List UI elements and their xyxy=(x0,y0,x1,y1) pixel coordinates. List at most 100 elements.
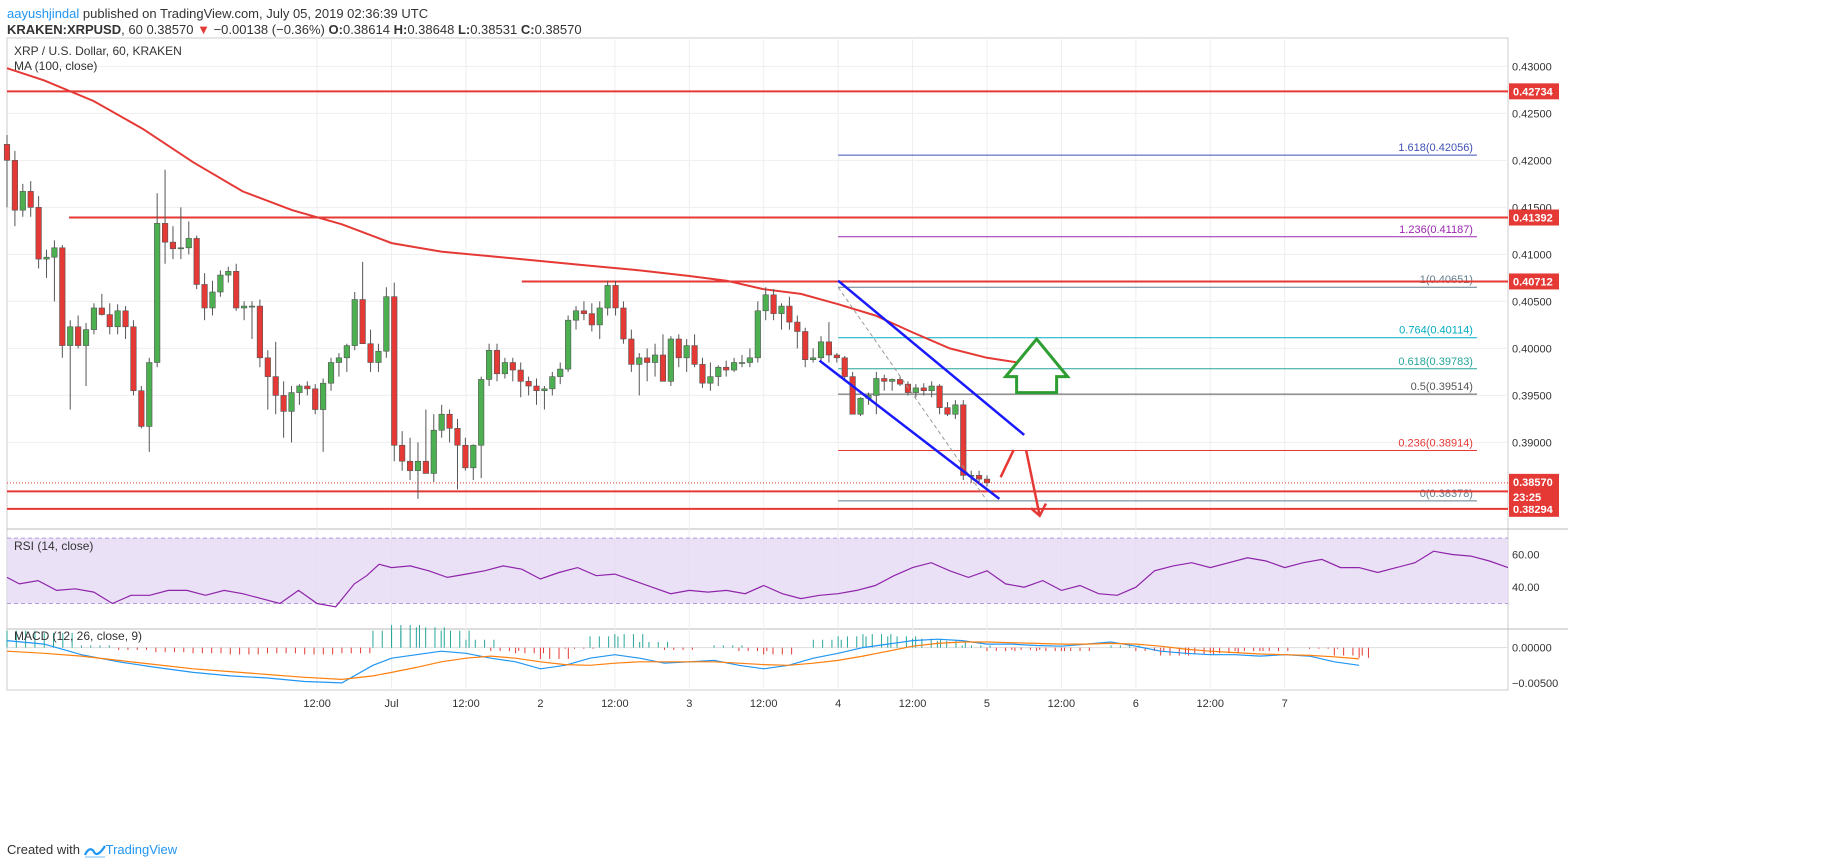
candle xyxy=(509,357,516,382)
candle xyxy=(59,244,66,358)
candle-body xyxy=(470,444,477,469)
candle xyxy=(312,384,319,415)
candle-body xyxy=(462,444,469,469)
candle-body xyxy=(501,362,508,375)
candle-body xyxy=(517,369,524,382)
candle-body xyxy=(541,388,548,392)
candle xyxy=(651,343,659,377)
candle-body xyxy=(762,294,769,312)
x-tick-label: 2 xyxy=(537,698,543,710)
candle-body xyxy=(746,357,753,363)
candle-body xyxy=(43,256,50,260)
candle-body xyxy=(565,319,572,370)
candle xyxy=(928,381,935,398)
candle xyxy=(944,402,951,417)
candle-body xyxy=(952,404,959,415)
level-price-label-bg xyxy=(1509,209,1559,226)
red-bounce-line xyxy=(999,449,1015,478)
candle-body xyxy=(193,238,200,285)
candle-body xyxy=(114,310,121,328)
candle xyxy=(67,320,74,410)
candle xyxy=(233,263,240,311)
candle xyxy=(454,418,461,490)
candle xyxy=(873,371,880,415)
candle-body xyxy=(509,362,516,371)
candle xyxy=(11,150,18,227)
candle-body xyxy=(185,238,192,249)
candle xyxy=(343,343,350,372)
candle xyxy=(486,343,493,387)
candle xyxy=(889,378,896,391)
candle xyxy=(35,196,42,269)
candle xyxy=(849,371,856,415)
candle xyxy=(209,280,216,316)
macd-title: MACD (12, 26, close, 9) xyxy=(14,629,142,643)
candle-body xyxy=(422,460,429,474)
candle-body xyxy=(217,274,224,293)
x-tick-label: 12:00 xyxy=(303,698,331,710)
rsi-y-tick-label: 60.00 xyxy=(1512,550,1540,562)
candle-body xyxy=(493,349,501,375)
candle xyxy=(169,226,177,260)
candle-body xyxy=(731,362,738,371)
candle xyxy=(596,301,603,340)
candle-body xyxy=(572,310,580,321)
low-label: L: xyxy=(457,22,471,37)
candle xyxy=(802,327,809,368)
x-tick-label: Jul xyxy=(385,698,399,710)
symbol-name: KRAKEN:XRPUSD xyxy=(7,22,122,37)
candle-body xyxy=(533,385,540,392)
candle-body xyxy=(90,307,98,330)
x-tick-label: 12:00 xyxy=(1197,698,1225,710)
level-price-label: 0.41392 xyxy=(1513,213,1553,225)
level-price-label-bg xyxy=(1509,273,1559,290)
candle-body xyxy=(154,223,161,363)
chart-frame xyxy=(6,37,1509,691)
candle xyxy=(3,134,11,208)
y-tick-label: 0.43000 xyxy=(1512,61,1552,73)
candle-body xyxy=(264,357,271,377)
fib-level-label: 1.236(0.41187) xyxy=(1399,224,1473,236)
interval: 60 xyxy=(128,22,143,37)
candle-body xyxy=(920,387,927,392)
candle xyxy=(628,329,635,372)
candle xyxy=(707,362,714,391)
candle-body xyxy=(98,307,105,315)
author-link[interactable]: aayushjindal xyxy=(7,6,80,21)
candle xyxy=(983,475,991,487)
candle xyxy=(185,221,192,255)
candle xyxy=(367,329,374,372)
candle xyxy=(794,315,801,349)
candle-body xyxy=(106,314,113,328)
signal-line xyxy=(6,641,1360,681)
candle-body xyxy=(233,271,240,309)
candle xyxy=(723,360,730,377)
candle xyxy=(770,289,777,321)
candle-body xyxy=(620,307,627,340)
fib-level-label: 1.618(0.42056) xyxy=(1398,142,1473,154)
candle xyxy=(746,348,753,368)
candle-body xyxy=(691,345,698,365)
candle xyxy=(114,304,121,335)
macd-y-tick-label: −0.00500 xyxy=(1512,678,1558,690)
tradingview-brand-link[interactable]: TradingView xyxy=(105,842,178,857)
x-tick-label: 12:00 xyxy=(1048,698,1076,710)
candle xyxy=(438,404,445,438)
candle xyxy=(414,442,422,499)
candle-body xyxy=(169,241,177,250)
candle xyxy=(533,378,540,405)
level-price-label: 0.40712 xyxy=(1513,276,1553,288)
candle xyxy=(896,376,904,387)
last-price-label: 0.38570 xyxy=(1513,477,1553,489)
ma-legend-label: MA (100, close) xyxy=(14,59,97,73)
y-tick-label: 0.40500 xyxy=(1512,296,1552,308)
candle-body xyxy=(928,385,935,392)
candle xyxy=(541,386,548,410)
down-triangle-icon: ▼ xyxy=(197,22,210,37)
candle xyxy=(146,357,153,452)
candle-body xyxy=(636,357,643,365)
candle-body xyxy=(359,299,366,345)
candle xyxy=(659,334,667,382)
rsi-band xyxy=(7,538,1508,604)
